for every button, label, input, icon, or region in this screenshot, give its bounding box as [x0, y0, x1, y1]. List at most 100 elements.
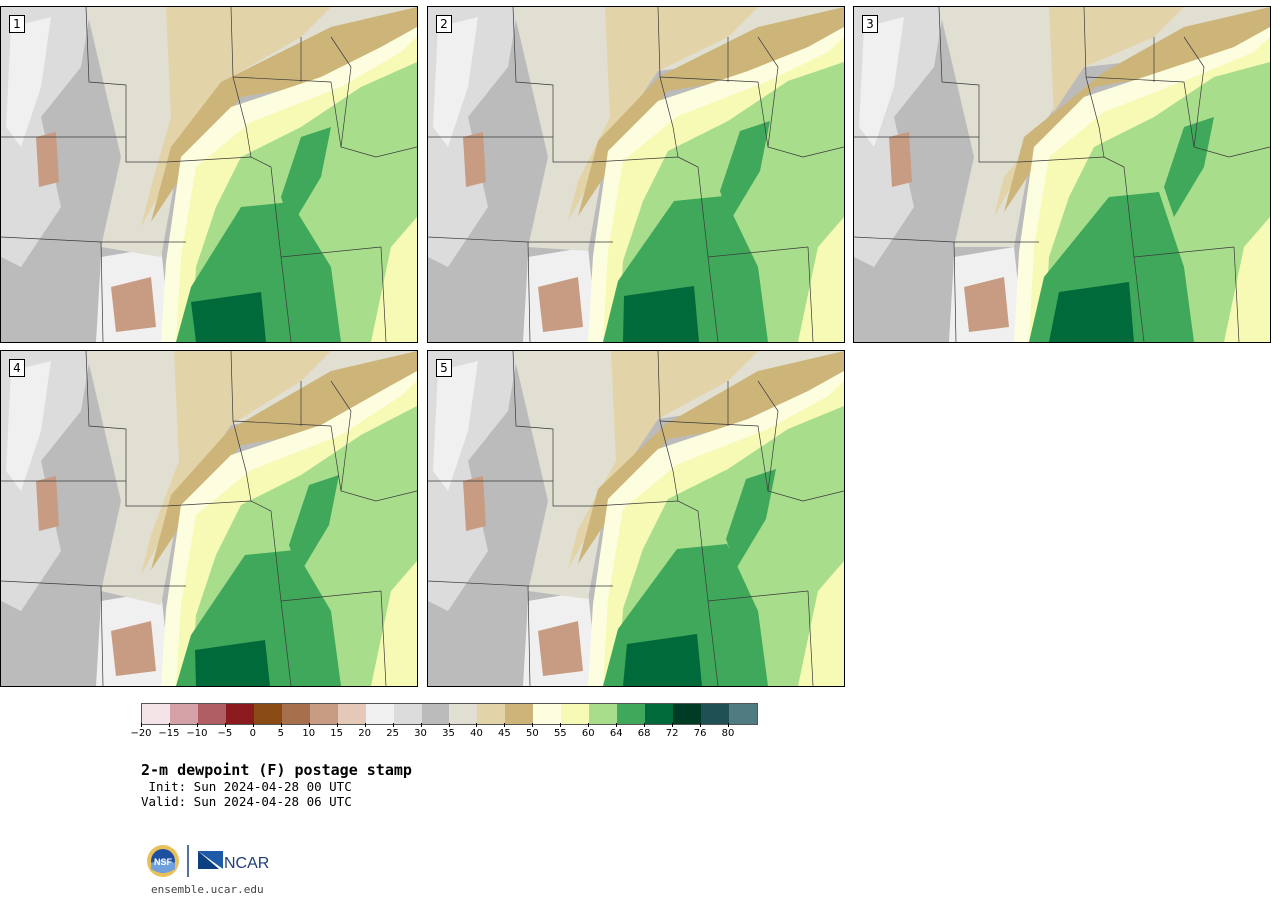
state-boundary: [165, 500, 382, 602]
moist-64-north: [289, 475, 339, 575]
terrain-brown: [538, 277, 583, 332]
state-boundary: [657, 7, 804, 158]
dewpoint-map-4: [1, 351, 417, 686]
colorbar-tick-label: 0: [249, 728, 256, 739]
colorbar-tick: [280, 723, 282, 727]
colorbar-tick-label: 15: [330, 728, 344, 739]
colorbar-segment: [253, 704, 282, 724]
dewpoint-map-1: [1, 7, 417, 342]
state-boundary: [330, 380, 352, 492]
colorbar-tick: [644, 723, 646, 727]
colorbar-tick: [141, 723, 142, 727]
colorbar-tick: [168, 723, 170, 727]
plains-tan: [141, 351, 331, 575]
colorbar-tick-label: −5: [217, 728, 233, 739]
state-boundary: [1018, 156, 1235, 258]
colorbar-segment: [645, 704, 674, 724]
terrain-lighter: [433, 17, 478, 147]
colorbar-tick-label: 5: [277, 728, 284, 739]
plains-tan: [568, 351, 758, 569]
colorbar-tick: [532, 723, 534, 727]
dewpoint-map-2: [428, 7, 844, 342]
state-boundary: [512, 7, 593, 163]
state-boundary: [100, 241, 104, 342]
state-boundary: [380, 246, 387, 342]
state-boundary: [232, 420, 252, 502]
state-boundary: [757, 36, 779, 148]
terrain-brown-2: [463, 132, 486, 187]
colorbar-tick: [224, 723, 226, 727]
state-boundary: [953, 241, 957, 342]
state-boundary: [527, 241, 531, 342]
colorbar-tick: [392, 723, 394, 727]
moist-68: [623, 634, 702, 686]
valid-time: Valid: Sun 2024-04-28 06 UTC: [141, 794, 352, 809]
colorbar-tick: [364, 723, 366, 727]
colorbar-tick-label: 68: [637, 728, 651, 739]
plains-tan: [568, 7, 758, 221]
state-boundary: [280, 256, 292, 342]
colorbar-segment: [477, 704, 506, 724]
panel-1: 1: [0, 6, 418, 343]
state-boundary: [807, 246, 814, 342]
colorbar-tick-label: 35: [442, 728, 455, 739]
state-boundary: [380, 590, 387, 686]
panel-label-1: 1: [9, 15, 25, 33]
state-boundary: [707, 256, 719, 342]
colorbar-segment: [561, 704, 590, 724]
plains-dry: [939, 7, 1270, 247]
colorbar-tick-label: 60: [581, 728, 595, 739]
colorbar-tick-label: 72: [665, 728, 679, 739]
terrain-brown-2: [36, 132, 59, 187]
colorbar-tick: [504, 723, 506, 727]
state-boundary: [330, 36, 352, 148]
plains-tan: [994, 7, 1184, 217]
state-boundary: [592, 156, 809, 258]
terrain-brown: [538, 621, 583, 676]
state-boundary: [1228, 146, 1270, 158]
colorbar-tick-label: 45: [498, 728, 511, 739]
colorbar-tick: [308, 723, 310, 727]
panel-label-4: 4: [9, 359, 25, 377]
state-boundary: [657, 351, 804, 502]
dewpoint-map-5: [428, 351, 844, 686]
site-url: ensemble.ucar.edu: [151, 883, 264, 896]
colorbar-segment: [701, 704, 730, 724]
colorbar-tick: [196, 723, 198, 727]
colorbar-segment: [197, 704, 226, 724]
colorbar-tick-label: 55: [553, 728, 567, 739]
state-boundary: [807, 590, 814, 686]
svg-text:NCAR: NCAR: [224, 855, 269, 872]
colorbar-tick: [616, 723, 618, 727]
colorbar-ticks: −20 −15 −10 −5 0 5 10 15 20 25 30 35 40 45 50 55 60 64 68 7…: [130, 723, 756, 743]
colorbar-tick-label: −20: [130, 728, 152, 739]
init-time: Init: Sun 2024-04-28 00 UTC: [141, 779, 352, 794]
terrain-brown-2: [463, 476, 486, 531]
colorbar-tick-label: 20: [358, 728, 371, 739]
moist-64-north: [720, 121, 770, 221]
colorbar-tick: [420, 723, 422, 727]
moist-64-north: [1164, 117, 1214, 217]
state-boundary: [165, 156, 382, 258]
colorbar-segment: [169, 704, 198, 724]
colorbar-tick-label: 50: [525, 728, 539, 739]
dewpoint-map-3: [854, 7, 1270, 342]
colorbar-segment: [449, 704, 478, 724]
panel-5: 5: [427, 350, 845, 687]
colorbar-tick: [476, 723, 478, 727]
colorbar-segment: [365, 704, 394, 724]
colorbar-segment: [337, 704, 366, 724]
terrain-brown: [964, 277, 1009, 332]
state-boundary: [659, 76, 679, 158]
terrain-brown: [111, 621, 156, 676]
state-boundary: [757, 380, 779, 492]
nsf-logo-icon: NSF: [147, 845, 179, 877]
panel-3: 3: [853, 6, 1271, 343]
colorbar-tick: [560, 723, 562, 727]
state-boundary: [375, 146, 417, 158]
colorbar-segment: [281, 704, 310, 724]
colorbar-tick-label: 80: [721, 728, 735, 739]
state-boundary: [230, 351, 377, 502]
colorbar-segment: [729, 704, 757, 724]
moist-64-north: [726, 469, 776, 569]
